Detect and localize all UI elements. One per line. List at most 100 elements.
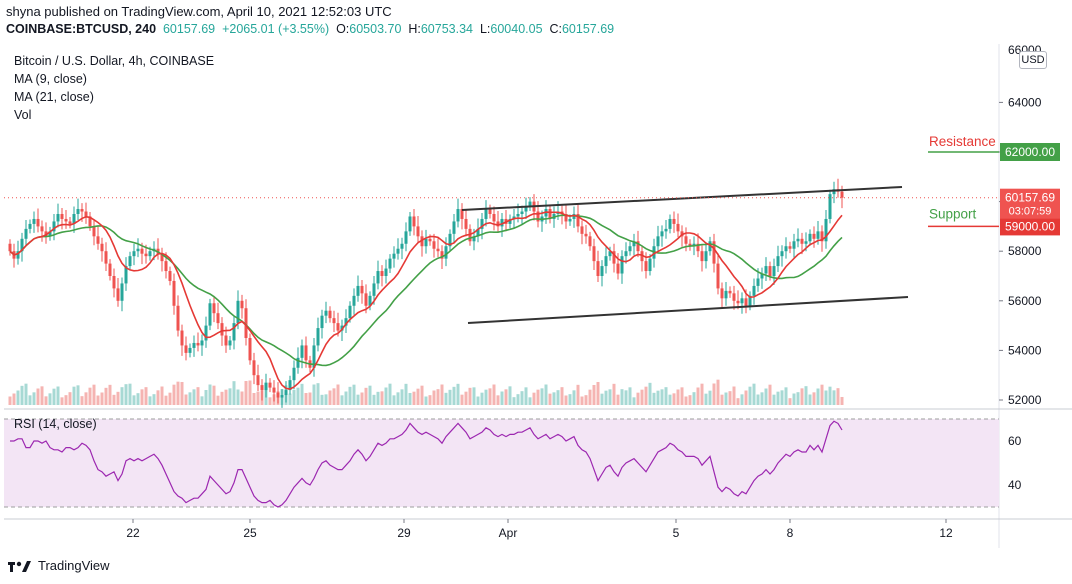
candle-body <box>224 335 228 346</box>
volume-bar <box>724 392 728 405</box>
candle-body <box>564 214 568 222</box>
volume-bar <box>300 383 304 405</box>
candle-body <box>352 295 356 306</box>
volume-bar <box>768 384 772 405</box>
candle-body <box>248 338 252 361</box>
candle-body <box>164 261 168 272</box>
close-label: C: <box>549 22 562 36</box>
volume-bar <box>144 387 148 405</box>
volume-bar <box>340 395 344 405</box>
candle-body <box>140 248 144 254</box>
volume-bar <box>344 391 348 405</box>
candle-body <box>684 236 688 244</box>
volume-bar <box>188 392 192 405</box>
candle-body <box>168 271 172 281</box>
volume-bar <box>432 390 436 405</box>
candle-body <box>144 253 148 257</box>
candle-body <box>576 214 580 227</box>
candle-body <box>820 231 824 242</box>
volume-bar <box>640 389 644 405</box>
candle-body <box>316 328 320 346</box>
support-label: Support <box>929 206 977 221</box>
candle-body <box>104 251 108 264</box>
volume-bar <box>100 392 104 405</box>
volume-bar <box>216 395 220 405</box>
candle-body <box>772 266 776 276</box>
moving-averages <box>9 211 843 390</box>
volume-bar <box>420 385 424 405</box>
volume-bar <box>392 395 396 405</box>
volume-bar <box>660 389 664 405</box>
volume-bar <box>648 382 652 405</box>
candle-body <box>676 223 680 232</box>
volume-bar <box>556 390 560 405</box>
support-price-tag <box>1000 217 1060 236</box>
volume-bar <box>652 392 656 405</box>
volume-bar <box>808 394 812 405</box>
candle-body <box>488 209 492 214</box>
resistance-price-tag <box>1000 143 1060 161</box>
volume-bar <box>688 395 692 405</box>
candle-body <box>16 251 20 259</box>
ohlc-bar: COINBASE:BTCUSD, 240 60157.69 +2065.01 (… <box>6 22 614 36</box>
volume-bar <box>676 389 680 405</box>
volume-bar <box>720 394 724 405</box>
candle-body <box>312 345 316 368</box>
candle-body <box>96 236 100 244</box>
candles <box>8 178 844 408</box>
candle-body <box>44 231 48 237</box>
price-tick-label: 58000 <box>1008 244 1042 258</box>
candle-body <box>76 209 80 214</box>
volume-bar <box>736 398 740 405</box>
candle-body <box>232 323 236 341</box>
volume-bar <box>108 384 112 405</box>
annotations: Resistance 62000.00 Support 59000.00 60157.6… <box>4 134 1060 236</box>
volume-bar <box>608 389 612 405</box>
volume-bar <box>236 389 240 405</box>
volume-bar <box>256 391 260 405</box>
candle-body <box>596 261 600 276</box>
candle-body <box>92 226 96 237</box>
volume-bar <box>196 387 200 405</box>
volume-bar <box>828 386 832 405</box>
volume-bar <box>764 388 768 405</box>
time-tick-label: 5 <box>673 526 680 540</box>
candle-body <box>208 303 212 326</box>
candle-body <box>36 218 40 227</box>
candle-body <box>732 293 736 301</box>
candle-body <box>24 228 28 239</box>
volume-bar <box>400 389 404 405</box>
candle-body <box>624 251 628 257</box>
currency-badge[interactable]: USD <box>1019 51 1047 69</box>
candle-body <box>604 256 608 267</box>
candle-body <box>436 248 440 252</box>
volume-bar <box>348 386 352 405</box>
volume-bar <box>628 387 632 405</box>
candle-body <box>80 209 84 212</box>
candle-body <box>148 251 152 257</box>
candle-body <box>716 263 720 289</box>
volume-bar <box>752 383 756 405</box>
candle-body <box>428 238 432 242</box>
candle-body <box>68 221 72 224</box>
candle-body <box>212 303 216 314</box>
volume-bar <box>156 390 160 405</box>
candle-body <box>508 218 512 224</box>
candle-body <box>116 288 120 301</box>
volume-bar <box>408 393 412 405</box>
volume-bar <box>104 387 108 405</box>
time-tick-label: 22 <box>126 526 140 540</box>
candle-body <box>708 241 712 252</box>
volume-bar <box>508 386 512 405</box>
candle-body <box>296 357 300 368</box>
candle-body <box>128 256 132 267</box>
candle-body <box>400 243 404 249</box>
candle-body <box>388 258 392 269</box>
volume-bar <box>528 397 532 405</box>
legend-title: Bitcoin / U.S. Dollar, 4h, COINBASE <box>14 54 215 68</box>
candle-body <box>384 268 388 276</box>
candle-body <box>756 278 760 286</box>
volume-bar <box>636 392 640 405</box>
candle-body <box>640 251 644 262</box>
time-tick-label: 29 <box>397 526 411 540</box>
